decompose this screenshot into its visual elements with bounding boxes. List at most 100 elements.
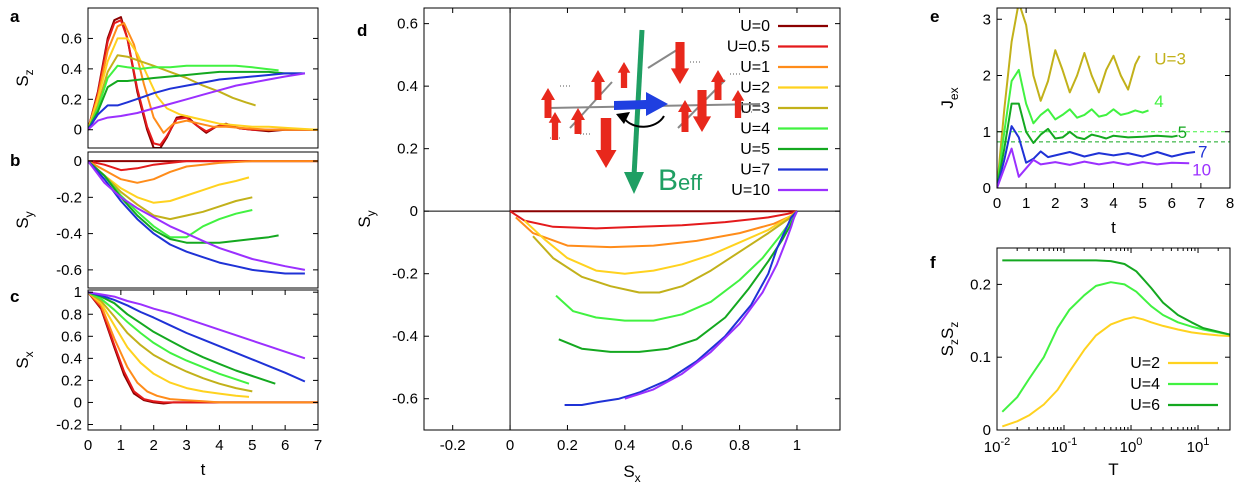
y-tick-label: 0.4 [61, 350, 82, 367]
series-line-U7 [88, 160, 305, 275]
series-line-U05 [88, 291, 318, 404]
y-tick-label: -0.2 [56, 189, 82, 206]
x-tick-label: 0 [506, 437, 514, 454]
series-group-e [997, 8, 1196, 188]
x-tick-label: 1 [117, 437, 125, 454]
x-tick-label: 2 [1051, 195, 1059, 212]
spin-arrow [595, 118, 617, 168]
series-line-U3 [88, 291, 253, 393]
x-axis-label: Sx [623, 462, 640, 485]
plot-frame [996, 247, 1231, 431]
series-line-U5 [997, 102, 1178, 188]
x-tick-label: 6 [1168, 195, 1176, 212]
panel-label-b: b [10, 151, 20, 170]
x-tick-label: 1 [793, 437, 801, 454]
legend-label: U=10 [731, 182, 770, 199]
panel-label-d: d [357, 21, 367, 40]
y-tick-label: 0.2 [970, 276, 991, 293]
y-tick-label: 0 [74, 394, 82, 411]
precession-arc [623, 115, 665, 128]
series-line-U=10 [624, 210, 798, 400]
plot-frame [87, 7, 319, 149]
y-tick-label: 1 [983, 124, 991, 141]
x-tick-label: 0.8 [729, 437, 750, 454]
series-line-U1 [88, 160, 318, 184]
x-tick-label: 0 [84, 437, 92, 454]
series-line-U10 [997, 147, 1190, 188]
y-axis-label: Sx [13, 351, 36, 368]
x-tick-label: 8 [1226, 195, 1234, 212]
series-line-U=3 [532, 210, 798, 294]
legend-label: U=7 [740, 162, 770, 179]
legend-d: U=0 U=0.5 U=1 U=2 U=3 U=4 U=5 U=7 U=10 [727, 18, 828, 199]
y-tick-label: 1 [74, 284, 82, 301]
y-tick-label: 0.2 [61, 91, 82, 108]
x-axis-label: t [1111, 218, 1116, 237]
legend-label: U=6 [1130, 397, 1160, 414]
y-tick-label: 2 [983, 68, 991, 85]
x-tick-label: -0.2 [440, 437, 466, 454]
series-group-c [88, 291, 318, 405]
series-group-d [509, 210, 798, 406]
series-label: 4 [1154, 92, 1163, 111]
y-axis-label: Sy [355, 210, 378, 227]
y-tick-label: -0.4 [56, 226, 82, 243]
series-line-U=0.5 [509, 210, 798, 230]
x-tick-label: 1 [1022, 195, 1030, 212]
beff-arrow-head [624, 172, 644, 194]
series-label: U=3 [1154, 50, 1186, 69]
precession-arrow-head [616, 112, 630, 124]
x-tick-label: 3 [182, 437, 190, 454]
legend-label: U=4 [1130, 376, 1160, 393]
x-tick-label: 5 [248, 437, 256, 454]
legend-f: U=2 U=4 U=6 [1130, 355, 1218, 414]
x-tick-label: 0.2 [557, 437, 578, 454]
spin-arrow [591, 70, 605, 100]
beff-label: Beff [658, 164, 703, 197]
y-tick-label: 0.6 [61, 30, 82, 47]
y-tick-label: 0.8 [61, 306, 82, 323]
series-line-U=4 [555, 210, 798, 322]
x-tick-label: 7 [1197, 195, 1205, 212]
series-line-U5 [88, 70, 302, 131]
panel-label-c: c [10, 287, 19, 306]
panel-a: a 0 0.2 0.4 0.6 Sz [10, 7, 319, 149]
x-tick-label: 2 [150, 437, 158, 454]
legend-label: U=1 [740, 59, 770, 76]
y-tick-label: 0 [410, 203, 418, 220]
series-line-U10 [88, 291, 306, 360]
series-line-U=2 [523, 210, 798, 275]
x-tick-label: 100 [1120, 436, 1143, 456]
x-tick-label: 7 [314, 437, 322, 454]
series-line-U4 [997, 68, 1149, 188]
y-tick-label: 0.6 [61, 328, 82, 345]
series-line-U2 [88, 160, 250, 204]
series-line-U10 [88, 160, 306, 271]
x-axis-label: t [201, 460, 206, 479]
series-line-U1 [88, 22, 318, 134]
series-line-U=2 [1001, 316, 1230, 428]
x-tick-label: 0.4 [614, 437, 635, 454]
series-label: 10 [1192, 160, 1211, 179]
series-line-U10 [88, 72, 306, 131]
spin-illustration: Beff [541, 29, 761, 197]
panel-label-f: f [930, 253, 936, 272]
series-line-U=4 [1001, 281, 1230, 413]
spin-arrow [541, 88, 555, 118]
y-axis-label: Jex [938, 87, 961, 108]
x-tick-label: 4 [215, 437, 223, 454]
x-axis-label: T [1108, 460, 1118, 479]
spin-arrow [670, 42, 690, 84]
series-line-U5 [88, 291, 276, 385]
legend-label: U=0.5 [727, 39, 770, 56]
x-tick-label: 101 [1187, 436, 1210, 456]
y-tick-label: 0.4 [61, 61, 82, 78]
y-axis-label: Sz [13, 69, 36, 86]
x-tick-label: 3 [1080, 195, 1088, 212]
series-line-U7 [88, 72, 305, 131]
y-tick-label: 0.2 [397, 141, 418, 158]
panel-b: b 0 -0.2 -0.4 -0.6 Sy [10, 151, 319, 289]
